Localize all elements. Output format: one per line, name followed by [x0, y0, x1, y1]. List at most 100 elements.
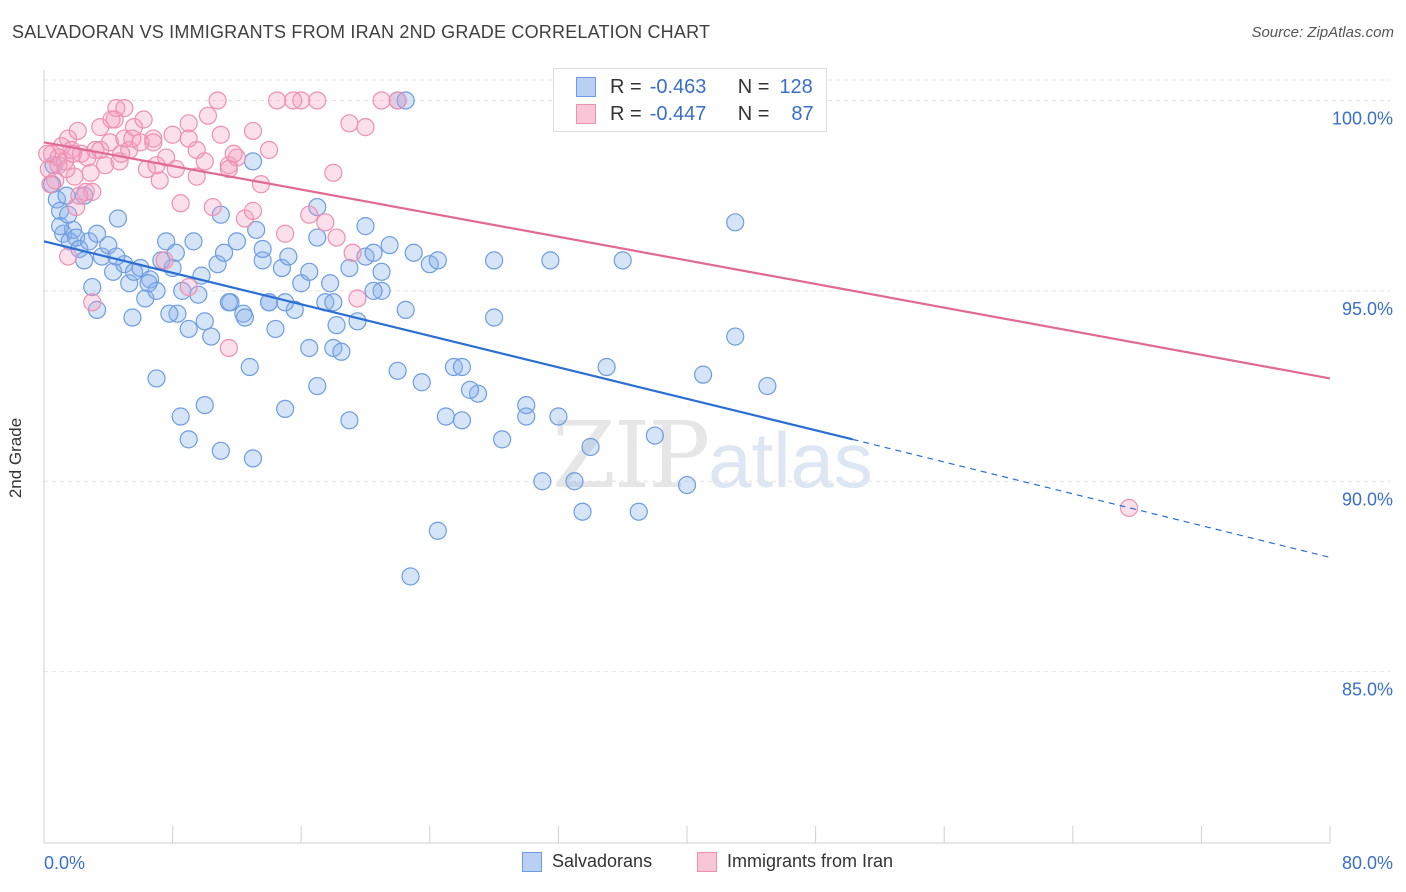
point-iran	[91, 140, 110, 160]
point-salvadorans	[253, 239, 272, 259]
point-salvadorans	[726, 327, 745, 346]
point-iran	[276, 224, 295, 243]
point-salvadorans	[276, 399, 295, 419]
point-salvadorans	[327, 316, 346, 335]
point-salvadorans	[179, 319, 198, 339]
point-salvadorans	[321, 274, 340, 293]
point-salvadorans	[202, 327, 221, 346]
point-salvadorans	[485, 251, 504, 270]
legend-item-salvadorans[interactable]: Salvadorans	[522, 851, 652, 872]
point-salvadorans	[401, 567, 420, 586]
point-iran	[308, 91, 327, 110]
legend-item-iran[interactable]: Immigrants from Iran	[697, 851, 893, 872]
point-salvadorans	[541, 251, 560, 270]
point-iran	[224, 144, 243, 163]
pink-swatch-icon	[576, 104, 596, 124]
y-tick-label: 85.0%	[1342, 680, 1393, 700]
point-salvadorans	[108, 209, 128, 228]
point-salvadorans	[139, 274, 158, 293]
point-iran	[195, 152, 214, 171]
point-salvadorans	[120, 274, 139, 293]
point-salvadorans	[219, 293, 238, 312]
pink-swatch-icon	[697, 851, 717, 872]
stats-row-salvadorans: R = -0.463 N = 128	[576, 74, 813, 100]
blue-swatch-icon	[576, 77, 596, 97]
y-tick-label: 95.0%	[1342, 299, 1393, 319]
point-iran	[388, 91, 407, 110]
point-salvadorans	[308, 376, 327, 396]
point-iran	[83, 293, 102, 312]
chart-title: SALVADORAN VS IMMIGRANTS FROM IRAN 2ND G…	[12, 22, 711, 42]
point-iran	[41, 175, 60, 194]
point-salvadorans	[47, 190, 66, 209]
point-salvadorans	[243, 449, 263, 468]
point-iran	[123, 129, 142, 148]
watermark: ZIPatlas	[552, 402, 873, 509]
point-iran	[340, 114, 359, 133]
point-iran	[100, 133, 120, 152]
point-salvadorans	[485, 308, 504, 327]
point-salvadorans	[693, 365, 713, 384]
r-label: R =	[610, 75, 642, 98]
point-salvadorans	[597, 357, 616, 377]
point-salvadorans	[235, 308, 255, 327]
n-label: N =	[737, 102, 770, 125]
point-salvadorans	[75, 251, 94, 270]
trend-line-salvadorans	[43, 240, 853, 441]
point-iran	[324, 163, 343, 182]
point-iran	[348, 289, 367, 308]
point-iran	[115, 98, 134, 118]
point-iran	[356, 118, 375, 137]
point-salvadorans	[208, 255, 227, 274]
point-salvadorans	[300, 262, 319, 281]
point-salvadorans	[300, 338, 319, 358]
point-salvadorans	[195, 395, 214, 415]
point-salvadorans	[285, 300, 304, 319]
point-iran	[243, 201, 263, 220]
point-iran	[208, 91, 227, 110]
point-salvadorans	[189, 285, 208, 304]
point-salvadorans	[436, 407, 455, 426]
r-value: -0.463	[649, 75, 707, 98]
point-salvadorans	[549, 407, 568, 426]
point-salvadorans	[677, 475, 697, 495]
r-label: R =	[610, 102, 642, 125]
point-iran	[70, 186, 89, 205]
point-iran	[144, 129, 163, 148]
point-iran	[203, 197, 222, 217]
point-iran	[38, 144, 57, 163]
point-salvadorans	[460, 380, 480, 399]
point-salvadorans	[364, 281, 383, 300]
point-iran	[68, 121, 87, 141]
n-value: 128	[779, 75, 813, 98]
point-iran	[284, 91, 303, 110]
source-credit: Source: ZipAtlas.com	[1251, 24, 1394, 41]
point-salvadorans	[332, 342, 351, 361]
point-salvadorans	[348, 312, 367, 331]
point-iran	[327, 228, 346, 247]
point-iran	[81, 163, 100, 182]
x-tick-label: 80.0%	[1342, 853, 1393, 873]
point-iran	[179, 129, 198, 148]
tick-labels: 100.0% 95.0% 90.0% 85.0% 0.0% 80.0%	[44, 108, 1393, 873]
point-salvadorans	[372, 262, 391, 281]
gridlines	[44, 79, 1390, 673]
point-salvadorans	[517, 395, 536, 415]
axes	[43, 70, 1331, 844]
point-iran	[300, 205, 319, 224]
point-iran	[343, 243, 362, 262]
data-points	[38, 91, 1139, 586]
point-salvadorans	[581, 437, 600, 457]
point-iran	[163, 125, 182, 144]
watermark-atlas: atlas	[708, 416, 873, 504]
point-salvadorans	[247, 220, 266, 240]
point-salvadorans	[493, 430, 512, 449]
point-salvadorans	[645, 426, 664, 445]
point-iran	[59, 247, 78, 266]
point-iran	[372, 91, 391, 110]
point-salvadorans	[340, 411, 359, 430]
x-tick-label: 0.0%	[44, 853, 85, 873]
n-label: N =	[737, 75, 770, 98]
point-salvadorans	[211, 441, 230, 460]
point-salvadorans	[356, 217, 375, 236]
